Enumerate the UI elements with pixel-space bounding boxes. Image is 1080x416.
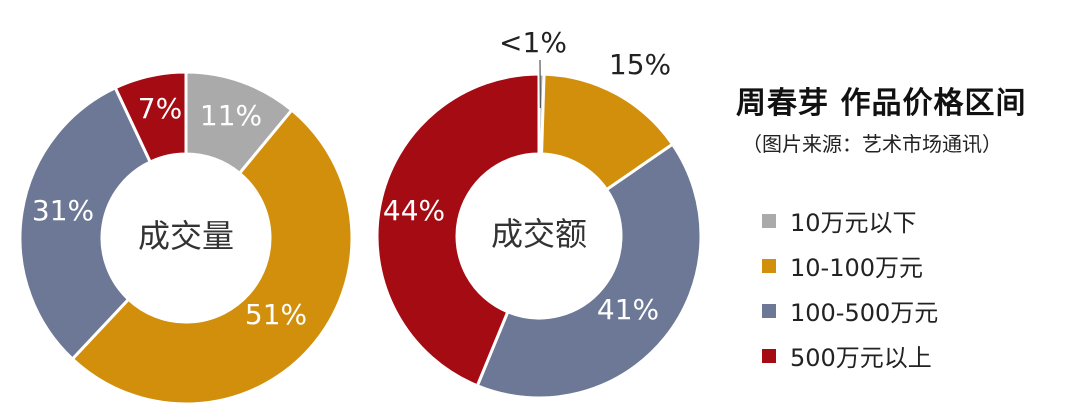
center-label: 成交量 — [138, 217, 234, 255]
legend-item-under-10: 10万元以下 — [762, 198, 938, 243]
legend-swatch-100-500 — [762, 303, 776, 318]
slice-label-10-100: 15% — [609, 48, 671, 81]
legend-item-over-500: 500万元以上 — [762, 333, 938, 378]
legend-swatch-10-100 — [762, 258, 776, 273]
slice-over-500 — [375, 72, 541, 388]
slice-10-100 — [70, 107, 354, 406]
chart-title: 周春芽 作品价格区间 — [736, 86, 1027, 121]
slice-label-under-10: 11% — [200, 99, 262, 132]
slice-label-10-100: 51% — [245, 298, 307, 331]
legend-item-10-100: 10-100万元 — [762, 243, 938, 288]
slice-label-100-500: 31% — [32, 194, 94, 227]
slice-100-500 — [18, 85, 153, 362]
legend-item-100-500: 100-500万元 — [762, 288, 938, 333]
legend-swatch-over-500 — [762, 348, 776, 363]
slice-label-100-500: 41% — [597, 293, 659, 326]
slice-label-under-10: <1% — [499, 26, 567, 59]
legend-swatch-under-10 — [762, 213, 776, 228]
donut-chart-2: <1% 15% 41% 44% 成交额 — [375, 26, 703, 400]
legend-label-under-10: 10万元以下 — [790, 209, 917, 237]
chart-source: （图片来源：艺术市场通讯） — [742, 132, 1002, 156]
center-label: 成交额 — [491, 215, 587, 253]
slice-label-over-500: 7% — [138, 92, 182, 125]
legend-label-10-100: 10-100万元 — [790, 254, 924, 282]
slice-100-500 — [475, 142, 703, 400]
legend-label-over-500: 500万元以上 — [790, 344, 932, 372]
legend: 10万元以下 10-100万元 100-500万元 500万元以上 — [762, 198, 938, 378]
slice-over-500 — [113, 70, 188, 164]
donut-chart-1: 11% 51% 31% 7% 成交量 — [18, 70, 354, 406]
legend-label-100-500: 100-500万元 — [790, 299, 939, 327]
slice-label-over-500: 44% — [383, 194, 445, 227]
